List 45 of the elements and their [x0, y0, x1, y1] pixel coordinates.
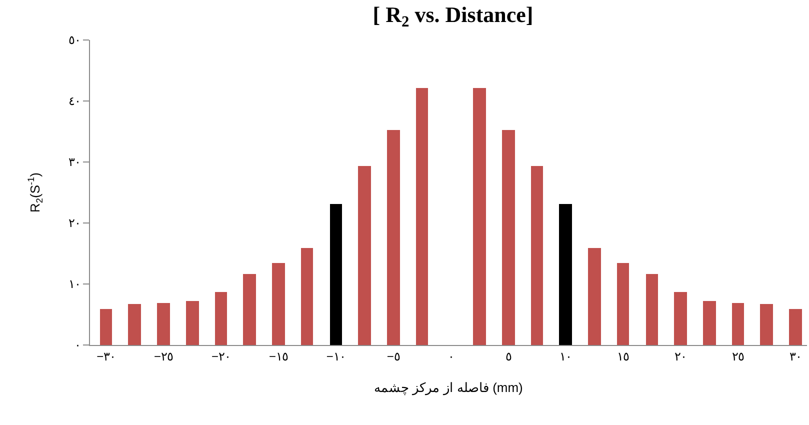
x-tick-label: −١٥	[268, 349, 288, 364]
x-tick-label: ٢٥	[732, 349, 744, 364]
x-tick-label: −٥	[386, 349, 400, 364]
y-tick-label: ١٠	[68, 277, 81, 292]
x-tick-label: −٢٠	[211, 349, 230, 364]
x-tick-label: ٢٠	[674, 349, 687, 364]
chart-title: [ R$_{2}$ vs. Distance]	[372, 2, 534, 30]
y-tick-label: ٠	[74, 338, 81, 352]
x-tick-label: ٣٠	[790, 349, 802, 364]
bar	[128, 304, 141, 345]
bar	[272, 263, 285, 345]
bar	[330, 204, 342, 345]
y-tick-label: ٣٠	[68, 155, 81, 170]
bar	[243, 274, 256, 345]
x-tick-label: −٢٥	[154, 349, 174, 364]
bar	[559, 204, 572, 345]
x-tick-label: ١٥	[617, 349, 630, 364]
bar	[502, 130, 515, 345]
bar	[416, 88, 428, 345]
bar	[760, 304, 773, 345]
x-tick-label: −٣٠	[96, 349, 116, 364]
bar	[789, 309, 802, 345]
bar	[703, 301, 716, 345]
bar	[215, 292, 227, 345]
x-tick-label: ١٠	[560, 349, 572, 364]
bar	[387, 130, 400, 345]
bar	[674, 292, 687, 345]
bar	[186, 301, 199, 345]
x-axis-title: فاصله از مرکز چشمه (mm)	[374, 380, 523, 396]
bar	[531, 166, 543, 345]
y-tick-label: ٤٠	[68, 94, 81, 108]
bar	[588, 248, 601, 345]
bar	[732, 303, 744, 345]
bar	[646, 274, 658, 345]
bar	[100, 309, 112, 345]
bar	[473, 88, 486, 345]
x-tick-label: ٠	[448, 349, 454, 364]
x-tick-label: ٥	[505, 349, 512, 364]
bar	[617, 263, 629, 345]
bar	[301, 248, 313, 345]
y-tick-label: ٥٠	[68, 33, 81, 48]
bar	[157, 303, 170, 345]
bar	[358, 166, 371, 345]
x-tick-label: −١٠	[326, 349, 346, 364]
y-tick-label: ٢٠	[68, 216, 81, 230]
